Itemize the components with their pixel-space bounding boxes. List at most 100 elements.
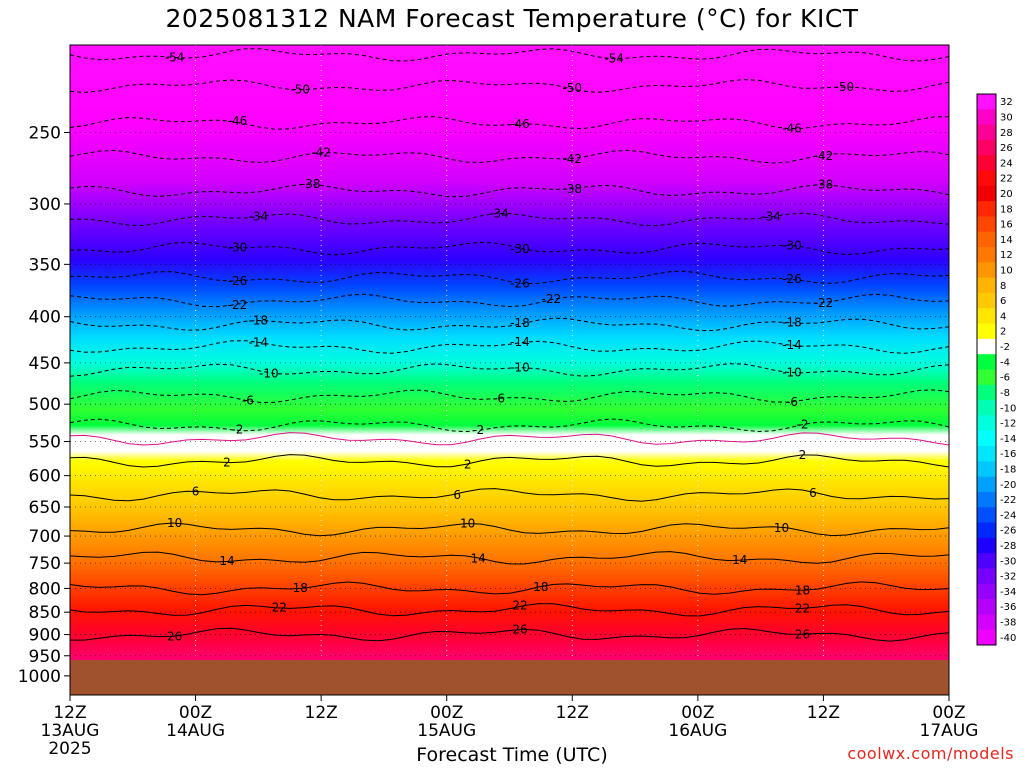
- contour-line: [69, 241, 950, 256]
- y-tick-label: 1000: [18, 667, 61, 687]
- contour-label: -22: [542, 292, 562, 306]
- contour-line: [69, 603, 950, 617]
- x-tick-date: 17AUG: [920, 721, 979, 741]
- colorbar-swatch: [977, 354, 996, 370]
- x-tick-date: 15AUG: [417, 721, 476, 741]
- gridlines: [70, 45, 949, 695]
- credit-text: coolwx.com/models: [847, 744, 1014, 763]
- chart-title: 2025081312 NAM Forecast Temperature (°C)…: [165, 4, 859, 33]
- colorbar-swatch: [977, 170, 996, 187]
- contour-label: -2: [231, 423, 243, 437]
- colorbar-label: -4: [1000, 357, 1010, 368]
- colorbar-swatch: [977, 124, 996, 141]
- below-ground-area: [70, 660, 949, 695]
- axes: 250 300 350 400 450 500 550 600 650 700 750 800 850 9…: [18, 44, 979, 759]
- contour-label: 22: [795, 601, 810, 615]
- colorbar-label: -26: [1000, 526, 1016, 537]
- contour-label: -22: [814, 296, 834, 310]
- contour-line: [69, 116, 950, 130]
- x-tick-label: 00Z: [430, 703, 463, 723]
- colorbar-label: -2: [1000, 342, 1010, 353]
- colorbar-swatch: [977, 553, 996, 569]
- colorbar-label: -28: [1000, 541, 1016, 552]
- contour-label: -46: [782, 122, 802, 136]
- colorbar-swatch: [977, 384, 996, 401]
- colorbar-label: 4: [1000, 311, 1006, 322]
- contour-line: [69, 317, 950, 332]
- y-tick-label: 550: [29, 433, 61, 453]
- isotherm-contours: -54 -54 -50 -50 -50 -46 -46 -46 -42 -42 -42 -38 -38 -…: [69, 48, 950, 643]
- colorbar-swatch: [977, 537, 996, 554]
- colorbar-label: 26: [1000, 143, 1013, 154]
- contour-label: -42: [562, 152, 582, 166]
- contour-label: -54: [604, 52, 624, 66]
- x-tick-label: 00Z: [179, 703, 212, 723]
- x-tick-label: 00Z: [932, 703, 965, 723]
- contour-label: -10: [510, 361, 530, 375]
- contour-label: 14: [732, 553, 747, 567]
- colorbar-swatch: [977, 599, 996, 615]
- contour-label: -6: [242, 393, 254, 407]
- contour-label: 2: [464, 457, 472, 471]
- colorbar-swatch: [977, 185, 996, 202]
- x-tick-label: 12Z: [53, 703, 86, 723]
- contour-line: [69, 340, 950, 354]
- colorbar-label: -10: [1000, 403, 1016, 414]
- contour-label: 6: [453, 488, 461, 502]
- x-tick-date: 16AUG: [668, 721, 727, 741]
- colorbar-frame: [976, 93, 997, 646]
- contour-label: 14: [470, 551, 485, 565]
- colorbar-swatch: [977, 338, 996, 355]
- contour-label: -30: [228, 241, 248, 255]
- colorbar-label: -18: [1000, 464, 1016, 475]
- colorbar-swatch: [977, 231, 996, 248]
- y-tick-label: 600: [29, 467, 61, 487]
- contour-label: -38: [562, 182, 582, 196]
- contour-label: -26: [510, 277, 530, 291]
- colorbar-label: -34: [1000, 587, 1016, 598]
- colorbar-label: -20: [1000, 480, 1016, 491]
- colorbar-swatch: [977, 583, 996, 600]
- colorbar-swatch: [977, 201, 996, 217]
- colorbar-swatch: [977, 323, 996, 340]
- colorbar-label: 2: [1000, 327, 1006, 338]
- colorbar-label: -16: [1000, 449, 1016, 460]
- contour-label: 10: [167, 516, 182, 530]
- colorbar-label: 16: [1000, 220, 1013, 231]
- colorbar-label: -12: [1000, 419, 1016, 430]
- contour-label: -50: [562, 81, 582, 95]
- temperature-field: [70, 45, 949, 695]
- colorbar-swatch: [977, 139, 996, 156]
- y-tick-label: 400: [29, 308, 61, 328]
- colorbar-label: 32: [1000, 97, 1013, 108]
- colorbar-swatch: [977, 415, 996, 432]
- colorbar-swatch: [977, 568, 996, 585]
- colorbar-swatch: [977, 369, 996, 386]
- colorbar-swatch: [977, 507, 996, 524]
- colorbar-label: -30: [1000, 556, 1016, 567]
- y-tick-label: 750: [29, 554, 61, 574]
- contour-line: [69, 293, 950, 308]
- colorbar-label: 10: [1000, 266, 1013, 277]
- colorbar-swatch: [977, 400, 996, 416]
- colorbar-swatch: [977, 614, 996, 631]
- colorbar-swatch: [977, 629, 996, 646]
- colorbar-label: -24: [1000, 510, 1016, 521]
- contour-label: -34: [249, 210, 269, 224]
- colorbar-label: -38: [1000, 618, 1016, 629]
- colorbar-swatch: [977, 461, 996, 478]
- contour-label: 26: [512, 622, 527, 636]
- contour-label: 10: [774, 521, 789, 535]
- colorbar-label: -22: [1000, 495, 1016, 506]
- colorbar-label: 12: [1000, 250, 1013, 261]
- contour-label: -18: [510, 316, 530, 330]
- contour-label: 6: [192, 485, 200, 499]
- x-tick-label: 12Z: [556, 703, 589, 723]
- colorbar-label: -32: [1000, 572, 1016, 583]
- y-tick-label: 500: [29, 395, 61, 415]
- contour-label: 2: [799, 448, 807, 462]
- contour-label: -54: [165, 50, 185, 64]
- y-tick-label: 800: [29, 579, 61, 599]
- contour-label: -14: [510, 335, 530, 349]
